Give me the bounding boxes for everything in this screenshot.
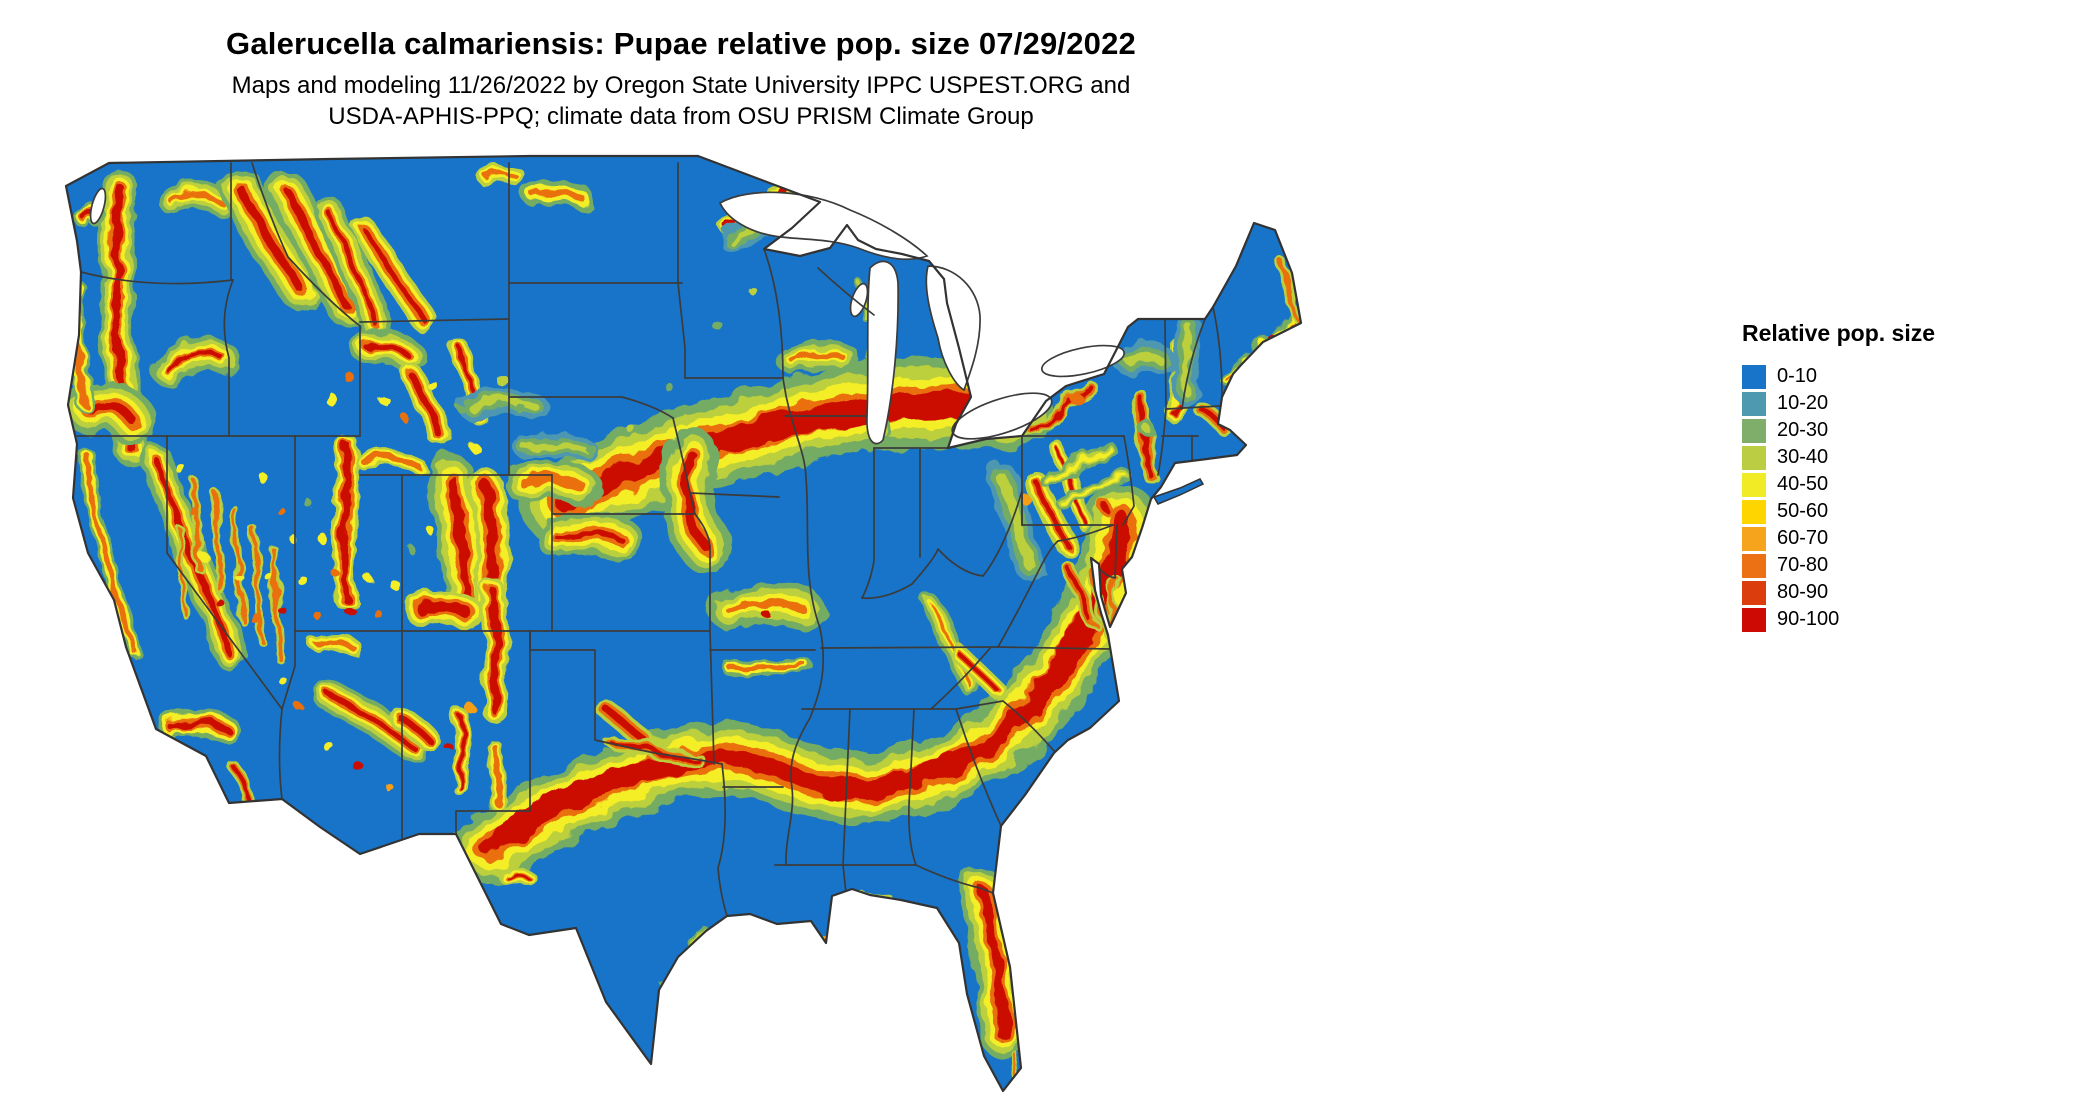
state-borders bbox=[76, 162, 1223, 917]
legend-title: Relative pop. size bbox=[1742, 320, 1936, 346]
us-map-svg bbox=[64, 154, 1303, 1093]
subtitle: Maps and modeling 11/26/2022 by Oregon S… bbox=[0, 70, 1362, 132]
legend-item: 80-90 bbox=[1742, 579, 1935, 606]
legend-swatch bbox=[1742, 418, 1766, 443]
population-heat-overlay bbox=[66, 164, 1301, 1091]
legend-swatch bbox=[1742, 553, 1766, 578]
lake-ontario bbox=[1040, 344, 1126, 378]
legend-label: 70-80 bbox=[1777, 554, 1829, 576]
legend-swatch bbox=[1742, 391, 1766, 416]
long-island bbox=[1152, 478, 1205, 505]
legend-swatch bbox=[1742, 364, 1766, 389]
legend-label: 30-40 bbox=[1777, 446, 1829, 468]
legend-item: 40-50 bbox=[1742, 471, 1935, 498]
legend-swatch bbox=[1742, 526, 1766, 551]
legend-label: 20-30 bbox=[1777, 419, 1829, 441]
legend-swatch bbox=[1742, 472, 1766, 497]
legend-label: 90-100 bbox=[1777, 608, 1840, 630]
legend-label: 80-90 bbox=[1777, 581, 1829, 603]
legend-item: 20-30 bbox=[1742, 417, 1935, 444]
legend-item: 70-80 bbox=[1742, 552, 1935, 579]
legend-label: 10-20 bbox=[1777, 392, 1829, 414]
subtitle-line-2: USDA-APHIS-PPQ; climate data from OSU PR… bbox=[328, 103, 1034, 130]
legend-swatch bbox=[1742, 580, 1766, 605]
legend-swatch bbox=[1742, 445, 1766, 470]
legend-label: 50-60 bbox=[1777, 500, 1829, 522]
lake-michigan bbox=[866, 260, 899, 445]
legend-label: 40-50 bbox=[1777, 473, 1829, 495]
subtitle-line-1: Maps and modeling 11/26/2022 by Oregon S… bbox=[231, 72, 1131, 99]
legend-item: 60-70 bbox=[1742, 525, 1935, 552]
legend: Relative pop. size 0-10 10-20 20-30 30-4… bbox=[1742, 320, 1935, 633]
page-title: Galerucella calmariensis: Pupae relative… bbox=[226, 26, 1136, 61]
legend-item: 90-100 bbox=[1742, 606, 1935, 633]
us-heatmap bbox=[30, 148, 1320, 1108]
legend-swatch bbox=[1742, 499, 1766, 524]
legend-swatch bbox=[1742, 607, 1766, 632]
legend-label: 0-10 bbox=[1777, 365, 1818, 387]
legend-item: 30-40 bbox=[1742, 444, 1935, 471]
lake-superior bbox=[718, 191, 929, 261]
legend-label: 60-70 bbox=[1777, 527, 1829, 549]
legend-item: 50-60 bbox=[1742, 498, 1935, 525]
puget-sound bbox=[89, 187, 107, 225]
legend-item: 0-10 bbox=[1742, 363, 1935, 390]
legend-item: 10-20 bbox=[1742, 390, 1935, 417]
